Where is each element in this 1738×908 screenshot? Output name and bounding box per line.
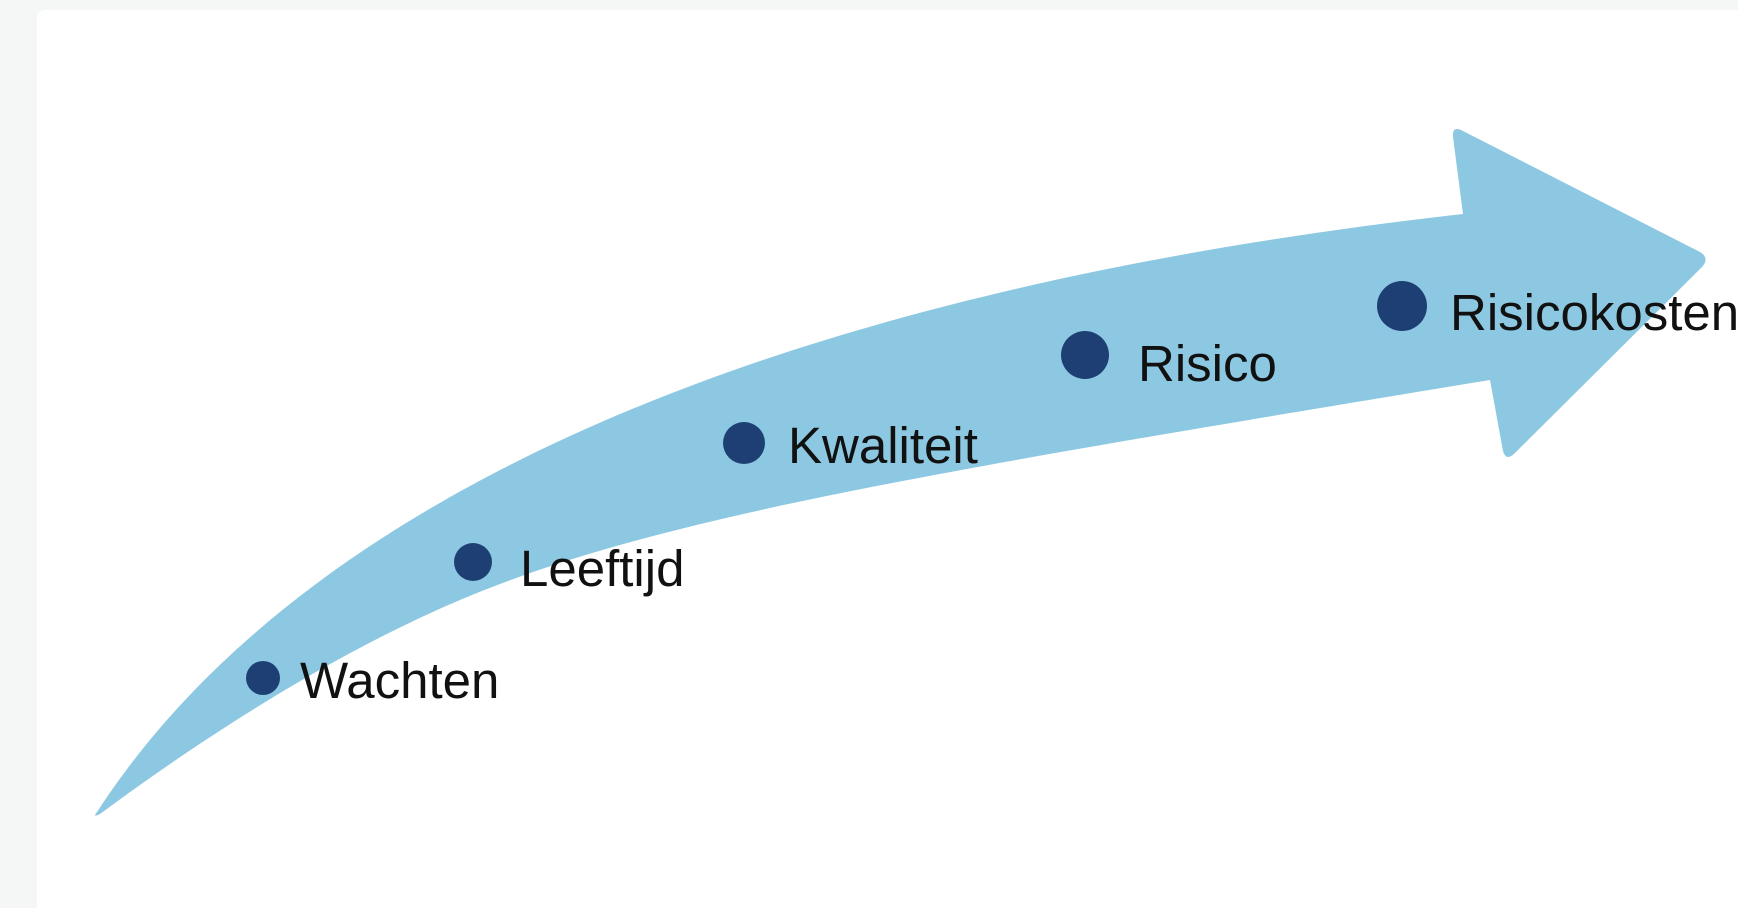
step-label: Leeftijd <box>520 540 684 597</box>
step-dot <box>454 543 492 581</box>
step-label: Risico <box>1138 335 1277 392</box>
step-risico: Risico <box>1061 331 1277 392</box>
curved-arrow <box>95 129 1706 816</box>
step-dot <box>723 422 765 464</box>
step-dot <box>1061 331 1109 379</box>
step-label: Wachten <box>300 652 499 709</box>
step-dot <box>1377 281 1427 331</box>
step-dot <box>246 661 280 695</box>
step-kwaliteit: Kwaliteit <box>723 417 978 474</box>
step-label: Risicokosten <box>1450 284 1738 341</box>
step-leeftijd: Leeftijd <box>454 540 684 597</box>
step-risicokosten: Risicokosten <box>1377 281 1738 341</box>
step-wachten: Wachten <box>246 652 499 709</box>
step-label: Kwaliteit <box>788 417 978 474</box>
